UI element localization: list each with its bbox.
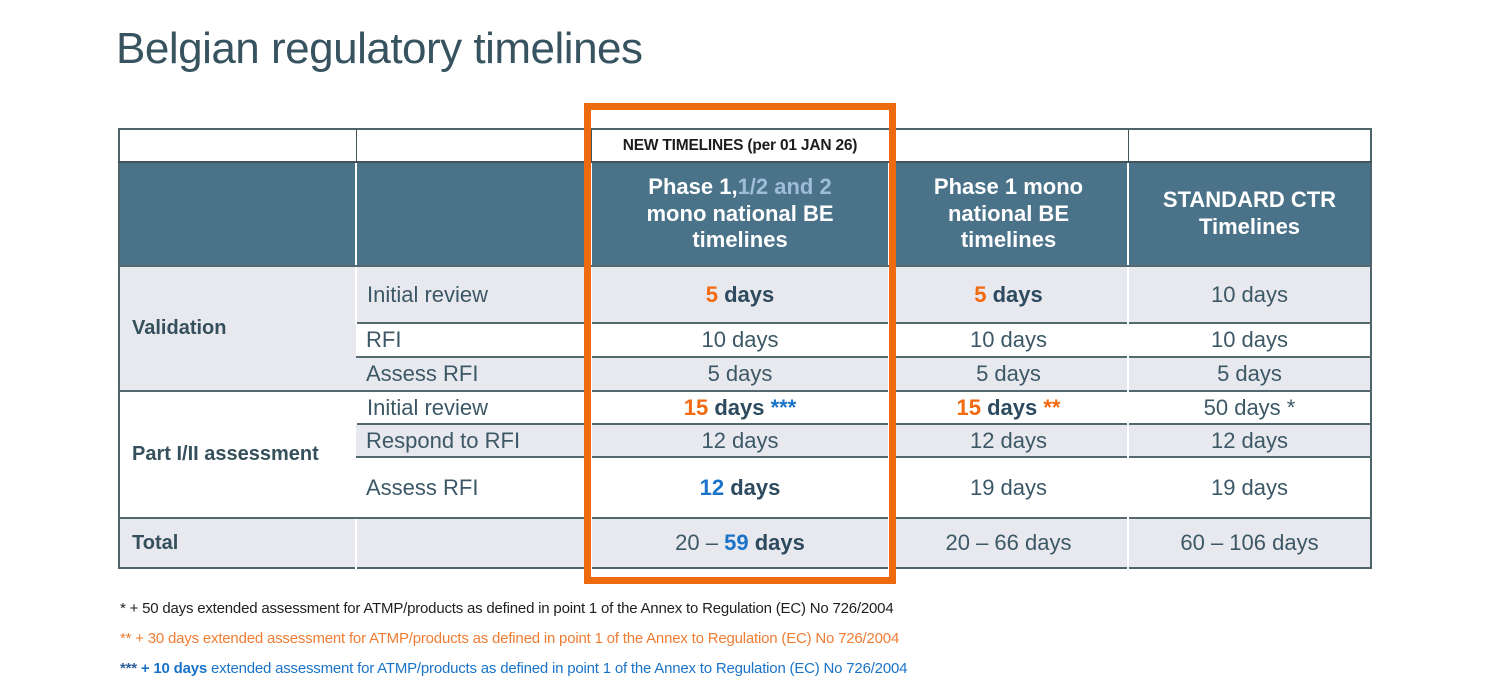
step-label-initial-review: Initial review: [355, 265, 591, 323]
header-phase12-light: 1/2 and 2: [737, 173, 832, 199]
col-header-phase1: Phase 1 mono national BE timelines: [888, 161, 1128, 267]
footnote-50-days: * + 50 days extended assessment for ATMP…: [120, 600, 894, 617]
cell-part-initial-phase1: 15 days **: [888, 390, 1128, 424]
value-number: 12: [699, 474, 725, 500]
cell-part-respond-phase1: 12 days: [888, 423, 1128, 457]
cell-part-respond-phase12: 12 days: [590, 423, 889, 457]
value-unit: days: [717, 281, 775, 307]
header-empty-1: [119, 161, 356, 267]
row-part-initial-review: Part I/II assessment Initial review 15 d…: [119, 390, 1371, 518]
cell-total-standard: 60 – 106 days: [1127, 517, 1371, 568]
group-label-validation: Validation: [119, 265, 356, 391]
row-part-respond-rfi: Respond to RFI 12 days 12 days 12 days: [119, 423, 1371, 457]
banner-empty-1: [119, 128, 357, 163]
step-label-respond-rfi: Respond to RFI: [356, 423, 591, 457]
cell-val-assess-phase1: 5 days: [888, 356, 1128, 391]
row-validation-assess-rfi: Assess RFI 5 days 5 days 5 days: [119, 356, 1371, 391]
cell-part-assess-phase1: 19 days: [888, 456, 1128, 518]
step-label-assess-rfi: Assess RFI: [356, 356, 591, 391]
footnote-30-days: ** + 30 days extended assessment for ATM…: [120, 630, 900, 647]
cell-part-respond-standard: 12 days: [1127, 423, 1371, 457]
col-header-standard: STANDARD CTR Timelines: [1127, 161, 1371, 267]
header-row: Phase 1,1/2 and 2 mono national BE timel…: [119, 161, 1371, 267]
footnotes: * + 50 days extended assessment for ATMP…: [120, 600, 907, 690]
cell-val-assess-phase12: 5 days: [590, 356, 889, 391]
value-unit: days: [980, 394, 1044, 420]
value-number: 5: [974, 281, 987, 307]
cell-val-rfi-phase1: 10 days: [888, 322, 1128, 357]
value-unit: days: [986, 281, 1043, 307]
header-empty-2: [355, 161, 591, 267]
value-unit: days: [724, 474, 781, 500]
cell-part-assess-phase12: 12 days: [590, 456, 889, 518]
footnote-rest: extended assessment for ATMP/products as…: [207, 660, 908, 677]
group-label-total: Total: [119, 517, 356, 568]
banner-empty-2: [355, 128, 592, 163]
step-label-assess-rfi-2: Assess RFI: [356, 456, 591, 518]
value-unit: days: [708, 394, 771, 420]
value-prefix: 20 –: [675, 530, 725, 555]
step-label-rfi: RFI: [356, 322, 591, 357]
row-validation-rfi: RFI 10 days 10 days 10 days: [119, 322, 1371, 357]
header-phase12-rest: mono national BE timelines: [646, 200, 834, 253]
value-unit: days: [748, 530, 805, 555]
timelines-table: NEW TIMELINES (per 01 JAN 26) Phase 1,1/…: [118, 128, 1372, 569]
value-number: 59: [724, 530, 749, 555]
value-number: 15: [683, 394, 709, 420]
header-phase12-white: Phase 1,: [648, 173, 738, 199]
cell-val-initial-phase12: 5 days: [590, 265, 889, 323]
banner-empty-3: [888, 128, 1129, 163]
footnote-stars: ***: [120, 660, 141, 677]
cell-part-assess-standard: 19 days: [1127, 456, 1371, 518]
cell-part-initial-phase12: 15 days ***: [590, 390, 889, 424]
cell-total-empty: [355, 517, 591, 568]
cell-val-assess-standard: 5 days: [1127, 356, 1371, 391]
cell-total-phase12: 20 – 59 days: [590, 517, 889, 568]
row-total: Total 20 – 59 days 20 – 66 days 60 – 106…: [119, 517, 1371, 568]
cell-val-initial-standard: 10 days: [1127, 265, 1371, 323]
cell-val-initial-phase1: 5 days: [888, 265, 1128, 323]
footnote-10-days: *** + 10 days extended assessment for AT…: [120, 660, 907, 677]
cell-val-rfi-standard: 10 days: [1127, 322, 1371, 357]
value-number: 5: [705, 281, 718, 307]
cell-part-initial-standard: 50 days *: [1127, 390, 1371, 424]
row-validation-initial-review: Validation Initial review 5 days 5 days …: [119, 265, 1371, 391]
new-timelines-banner: NEW TIMELINES (per 01 JAN 26): [590, 128, 890, 163]
banner-empty-4: [1127, 128, 1372, 163]
col-header-phase12: Phase 1,1/2 and 2 mono national BE timel…: [590, 161, 889, 267]
row-part-assess-rfi: Assess RFI 12 days 19 days 19 days: [119, 456, 1371, 518]
footnote-marker: **: [1043, 394, 1061, 420]
page-title: Belgian regulatory timelines: [116, 24, 643, 73]
cell-val-rfi-phase12: 10 days: [590, 322, 889, 357]
footnote-bold-segment: + 10 days: [140, 660, 208, 677]
cell-total-phase1: 20 – 66 days: [888, 517, 1128, 568]
banner-row: NEW TIMELINES (per 01 JAN 26): [119, 128, 1372, 163]
value-number: 15: [956, 394, 981, 420]
footnote-marker: ***: [770, 394, 797, 420]
step-label-initial-review-2: Initial review: [355, 390, 591, 424]
group-label-part-assessment: Part I/II assessment: [119, 390, 356, 518]
